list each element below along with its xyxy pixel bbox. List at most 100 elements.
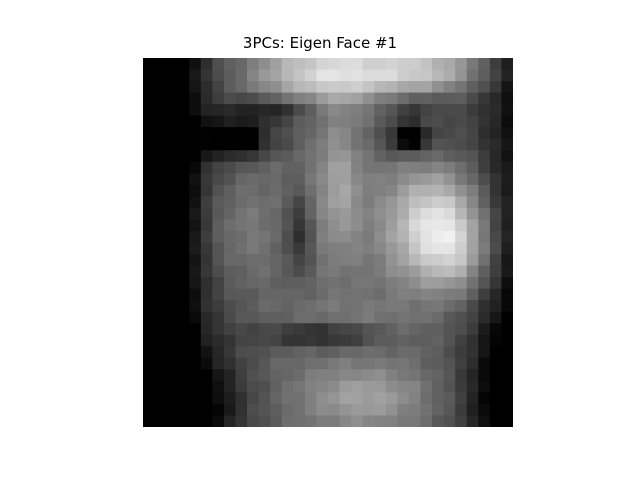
pixel-cell xyxy=(339,334,352,347)
pixel-cell xyxy=(189,196,202,209)
pixel-cell xyxy=(177,392,190,405)
pixel-cell xyxy=(189,138,202,151)
pixel-cell xyxy=(235,81,248,93)
pixel-cell xyxy=(408,81,421,93)
pixel-cell xyxy=(316,380,329,393)
pixel-cell xyxy=(374,81,387,93)
pixel-cell xyxy=(351,104,364,117)
pixel-cell xyxy=(200,92,213,105)
pixel-cell xyxy=(478,369,491,382)
pixel-cell xyxy=(408,288,421,301)
pixel-cell xyxy=(200,161,213,174)
pixel-cell xyxy=(443,104,456,117)
pixel-cell xyxy=(212,288,225,301)
pixel-cell xyxy=(466,277,479,290)
pixel-cell xyxy=(385,369,398,382)
pixel-cell xyxy=(212,403,225,416)
pixel-cell xyxy=(466,58,479,70)
pixel-cell xyxy=(143,334,155,347)
pixel-cell xyxy=(281,242,294,255)
pixel-cell xyxy=(362,92,375,105)
pixel-cell xyxy=(362,346,375,359)
pixel-cell xyxy=(408,69,421,82)
pixel-cell xyxy=(374,184,387,197)
pixel-cell xyxy=(351,184,364,197)
pixel-cell xyxy=(316,346,329,359)
pixel-cell xyxy=(408,277,421,290)
pixel-cell xyxy=(455,138,468,151)
pixel-cell xyxy=(270,369,283,382)
pixel-cell xyxy=(212,392,225,405)
pixel-cell xyxy=(212,323,225,336)
pixel-cell xyxy=(339,380,352,393)
pixel-cell xyxy=(200,277,213,290)
pixel-cell xyxy=(443,81,456,93)
pixel-cell xyxy=(189,92,202,105)
pixel-cell xyxy=(501,196,513,209)
pixel-cell xyxy=(247,92,260,105)
pixel-cell xyxy=(466,265,479,278)
pixel-cell xyxy=(501,323,513,336)
pixel-cell xyxy=(432,392,445,405)
pixel-cell xyxy=(397,369,410,382)
pixel-cell xyxy=(258,230,271,243)
pixel-cell xyxy=(189,334,202,347)
pixel-cell xyxy=(293,357,306,370)
pixel-cell xyxy=(478,58,491,70)
pixel-cell xyxy=(339,127,352,140)
pixel-cell xyxy=(374,369,387,382)
pixel-cell xyxy=(408,161,421,174)
pixel-cell xyxy=(293,300,306,313)
pixel-cell xyxy=(223,265,236,278)
pixel-cell xyxy=(258,173,271,186)
pixel-cell xyxy=(270,104,283,117)
pixel-cell xyxy=(455,207,468,220)
pixel-cell xyxy=(304,277,317,290)
pixel-cell xyxy=(281,346,294,359)
pixel-cell xyxy=(293,173,306,186)
pixel-cell xyxy=(339,69,352,82)
pixel-cell xyxy=(385,161,398,174)
pixel-cell xyxy=(166,403,179,416)
pixel-cell xyxy=(154,369,167,382)
pixel-cell xyxy=(489,92,502,105)
pixel-cell xyxy=(385,150,398,163)
pixel-cell xyxy=(385,184,398,197)
pixel-cell xyxy=(154,288,167,301)
pixel-cell xyxy=(501,173,513,186)
pixel-cell xyxy=(258,150,271,163)
pixel-cell xyxy=(166,207,179,220)
pixel-cell xyxy=(408,115,421,128)
pixel-cell xyxy=(466,288,479,301)
pixel-cell xyxy=(281,415,294,427)
pixel-cell xyxy=(397,323,410,336)
pixel-cell xyxy=(166,161,179,174)
pixel-cell xyxy=(200,380,213,393)
pixel-cell xyxy=(235,219,248,232)
pixel-cell xyxy=(235,346,248,359)
pixel-cell xyxy=(177,115,190,128)
pixel-cell xyxy=(501,104,513,117)
pixel-cell xyxy=(154,311,167,324)
pixel-cell xyxy=(200,300,213,313)
pixel-cell xyxy=(293,392,306,405)
pixel-cell xyxy=(281,300,294,313)
pixel-cell xyxy=(154,380,167,393)
pixel-cell xyxy=(385,403,398,416)
pixel-cell xyxy=(420,92,433,105)
pixel-cell xyxy=(293,242,306,255)
pixel-cell xyxy=(270,334,283,347)
pixel-cell xyxy=(501,300,513,313)
pixel-cell xyxy=(200,104,213,117)
pixel-cell xyxy=(304,380,317,393)
pixel-cell xyxy=(328,357,340,370)
pixel-cell xyxy=(189,392,202,405)
pixel-cell xyxy=(177,369,190,382)
pixel-cell xyxy=(432,277,445,290)
pixel-cell xyxy=(420,115,433,128)
pixel-cell xyxy=(223,323,236,336)
pixel-cell xyxy=(235,138,248,151)
pixel-cell xyxy=(489,104,502,117)
pixel-cell xyxy=(304,184,317,197)
pixel-cell xyxy=(443,254,456,266)
